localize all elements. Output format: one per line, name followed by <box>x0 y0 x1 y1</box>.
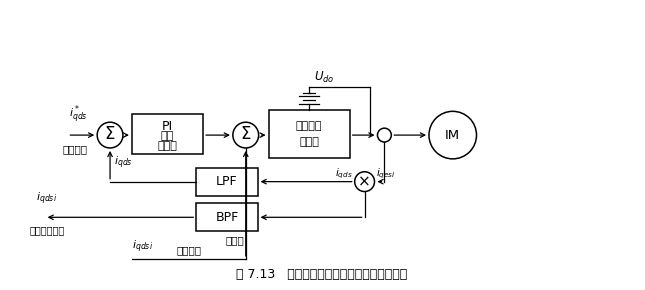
Text: ×: × <box>358 174 371 189</box>
Bar <box>132 114 203 154</box>
Text: $i_{qesi}$: $i_{qesi}$ <box>377 166 396 181</box>
Text: 电流: 电流 <box>161 131 174 141</box>
Text: LPF: LPF <box>216 175 238 188</box>
Circle shape <box>377 128 392 142</box>
Bar <box>268 110 350 158</box>
Bar <box>196 168 257 195</box>
Text: BPF: BPF <box>215 211 239 224</box>
Text: Σ: Σ <box>241 125 251 143</box>
Circle shape <box>97 122 123 148</box>
Text: $i_{qdsi}$: $i_{qdsi}$ <box>36 191 57 207</box>
Text: 恢复高频载波: 恢复高频载波 <box>29 225 64 235</box>
Text: PI: PI <box>162 120 173 133</box>
Text: $i_{qdsi}$: $i_{qdsi}$ <box>132 239 153 255</box>
Text: 调节器: 调节器 <box>157 141 177 151</box>
Circle shape <box>355 172 375 192</box>
Text: $U_{do}$: $U_{do}$ <box>314 70 335 85</box>
Text: 图 7.13   无传感器控制的信号注入和外差技术: 图 7.13 无传感器控制的信号注入和外差技术 <box>236 268 408 281</box>
Bar <box>196 203 257 231</box>
Circle shape <box>233 122 259 148</box>
Text: 脉宽调制: 脉宽调制 <box>296 121 322 131</box>
Text: 逆变器: 逆变器 <box>299 137 319 147</box>
Text: $i_{qds}$: $i_{qds}$ <box>114 155 133 171</box>
Text: 滤波器: 滤波器 <box>226 235 244 245</box>
Circle shape <box>429 111 477 159</box>
Text: 高频载波: 高频载波 <box>177 245 201 255</box>
Text: $i_{qds}$: $i_{qds}$ <box>335 166 353 181</box>
Text: $i^*_{qds}$: $i^*_{qds}$ <box>70 104 88 126</box>
Text: IM: IM <box>445 128 461 142</box>
Text: Σ: Σ <box>104 125 115 143</box>
Text: 基带信号: 基带信号 <box>63 144 88 154</box>
